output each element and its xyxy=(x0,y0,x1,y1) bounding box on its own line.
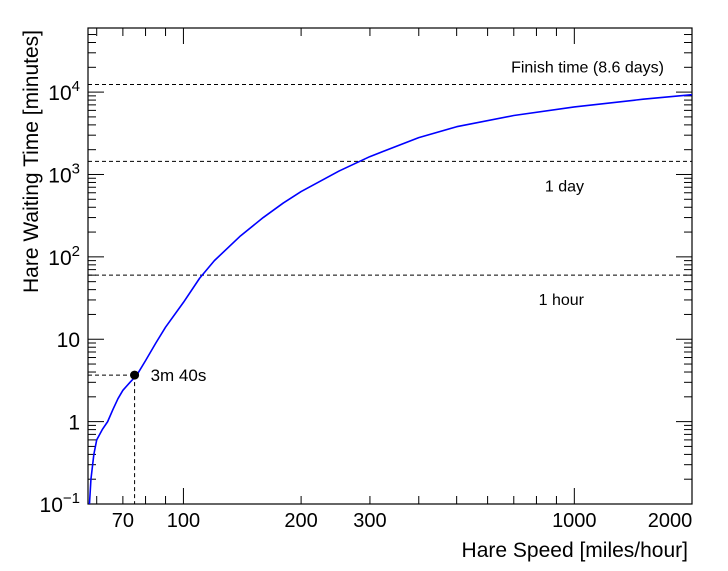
y-tick-label: 10−1 xyxy=(40,490,80,517)
y-tick-labels: 10−1 1 10 102 103 104 xyxy=(40,78,80,517)
y-tick-label: 1 xyxy=(68,412,80,435)
x-tick-label: 300 xyxy=(353,510,386,532)
y-tick-label: 102 xyxy=(48,243,80,270)
y-tick-label: 103 xyxy=(48,160,80,187)
reference-line-label: Finish time (8.6 days) xyxy=(511,59,664,76)
y-tick-label: 104 xyxy=(48,78,80,105)
x-tick-label: 2000 xyxy=(648,510,693,532)
x-tick-label: 100 xyxy=(167,510,200,532)
reference-lines: Finish time (8.6 days) 1 day 1 hour xyxy=(88,59,692,309)
reference-line-label: 1 hour xyxy=(539,292,585,309)
x-minor-ticks xyxy=(96,28,693,504)
marker-point xyxy=(130,370,140,380)
marker-label: 3m 40s xyxy=(151,366,207,385)
plot-frame xyxy=(87,27,693,505)
x-tick-label: 70 xyxy=(112,510,134,532)
x-tick-label: 200 xyxy=(284,510,317,532)
marker-group: 3m 40s xyxy=(130,366,206,385)
series-line xyxy=(88,93,693,505)
x-tick-labels: 70 100 200 300 1000 2000 xyxy=(112,510,692,532)
reference-line-label: 1 day xyxy=(545,178,584,195)
y-axis-label: Hare Waiting Time [minutes] xyxy=(20,30,43,293)
marker-guides xyxy=(88,374,136,504)
y-tick-label: 10 xyxy=(57,329,80,352)
x-axis-label: Hare Speed [miles/hour] xyxy=(462,539,688,562)
series-group xyxy=(88,93,693,505)
y-minor-ticks xyxy=(88,27,692,505)
x-tick-label: 1000 xyxy=(552,510,597,532)
